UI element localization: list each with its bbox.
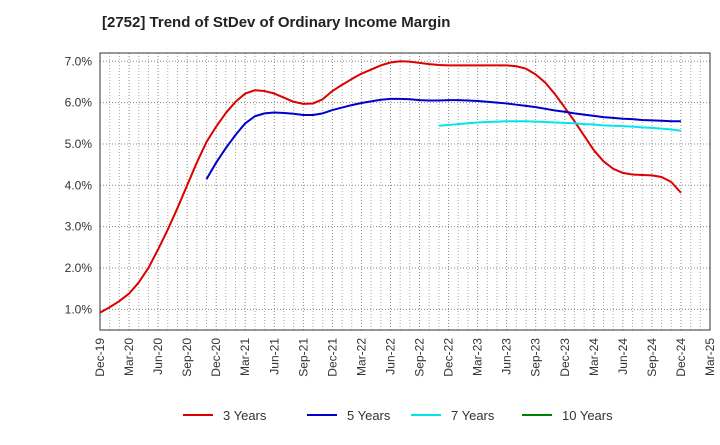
legend-layer: 3 Years 5 Years 7 Years 10 Years (183, 408, 613, 423)
x-tick-label: Sep-24 (645, 338, 659, 377)
legend-item-5-years: 5 Years (307, 408, 391, 423)
x-tick-label: Dec-24 (674, 338, 688, 377)
x-tick-label: Sep-23 (529, 338, 543, 377)
x-tick-label: Mar-24 (587, 338, 601, 376)
legend-item-10-years: 10 Years (522, 408, 613, 423)
x-tick-label: Dec-23 (558, 338, 572, 377)
legend-item-3-years: 3 Years (183, 408, 267, 423)
legend-label: 3 Years (223, 408, 267, 423)
grid-layer (99, 53, 711, 330)
x-tick-label: Jun-22 (383, 338, 397, 375)
x-tick-label: Sep-20 (180, 338, 194, 377)
legend-label: 7 Years (451, 408, 495, 423)
x-tick-label: Dec-20 (209, 338, 223, 377)
y-tick-label: 3.0% (65, 220, 93, 234)
y-tick-label: 7.0% (65, 54, 93, 68)
series-line-7-years (438, 120, 682, 132)
x-tick-label: Mar-22 (354, 338, 368, 376)
legend-item-7-years: 7 Years (411, 408, 495, 423)
axis-layer: 1.0% 2.0% 3.0% 4.0% 5.0% 6.0% 7.0% Dec-19 Mar-20… (65, 52, 717, 377)
series-line-5-years (205, 97, 681, 180)
y-tick-label: 2.0% (65, 261, 93, 275)
plot-frame (99, 52, 711, 331)
x-tick-label: Dec-22 (442, 338, 456, 377)
y-tick-label: 4.0% (65, 178, 93, 192)
chart-title: [2752] Trend of StDev of Ordinary Income… (102, 14, 451, 31)
x-tick-label: Dec-21 (325, 338, 339, 377)
x-tick-label: Sep-21 (296, 338, 310, 377)
legend-label: 10 Years (562, 408, 613, 423)
series-layer (99, 60, 682, 314)
x-tick-label: Mar-25 (703, 338, 717, 376)
series-line-3-years (99, 60, 682, 314)
x-tick-label: Mar-20 (122, 338, 136, 376)
x-tick-label: Mar-23 (471, 338, 485, 376)
x-tick-label: Jun-23 (500, 338, 514, 375)
legend-label: 5 Years (347, 408, 391, 423)
y-tick-label: 5.0% (65, 137, 93, 151)
x-tick-label: Mar-21 (238, 338, 252, 376)
x-tick-label: Jun-20 (151, 338, 165, 375)
y-tick-label: 6.0% (65, 96, 93, 110)
x-tick-label: Sep-22 (413, 338, 427, 377)
plot-area (100, 53, 710, 330)
y-tick-label: 1.0% (65, 302, 93, 316)
x-tick-label: Jun-24 (616, 338, 630, 375)
x-tick-label: Dec-19 (93, 338, 107, 377)
x-tick-label: Jun-21 (267, 338, 281, 375)
